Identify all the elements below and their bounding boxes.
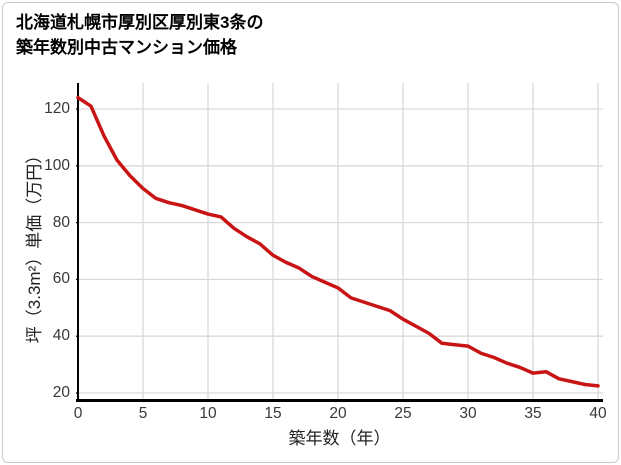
y-tick-label: 120: [44, 100, 70, 117]
x-tick-label: 25: [394, 405, 412, 422]
chart-title-line2: 築年数別中古マンション価格: [16, 38, 237, 57]
y-tick-label: 60: [52, 270, 70, 288]
chart-title-line1: 北海道札幌市厚別区厚別東3条の: [16, 13, 264, 32]
x-tick-label: 30: [459, 405, 477, 422]
x-tick-label: 35: [524, 405, 542, 422]
y-tick-label: 20: [52, 384, 70, 401]
x-tick-label: 40: [589, 405, 607, 422]
x-tick-label: 0: [73, 405, 83, 422]
price-line: [76, 95, 600, 388]
y-axis-label: 坪（3.3m²）単価（万円）: [25, 146, 44, 344]
chart-title: 北海道札幌市厚別区厚別東3条の 築年数別中古マンション価格: [16, 10, 263, 60]
x-tick-label: 10: [199, 405, 217, 422]
x-tick-label: 15: [264, 405, 282, 422]
y-tick-label: 80: [52, 213, 70, 231]
x-tick-label: 20: [329, 405, 347, 422]
y-tick-label: 40: [52, 327, 70, 345]
y-tick-label: 100: [44, 156, 70, 174]
plot-area: [76, 83, 603, 402]
x-axis-label: 築年数（年）: [288, 429, 391, 448]
x-tick-label: 5: [138, 405, 148, 422]
